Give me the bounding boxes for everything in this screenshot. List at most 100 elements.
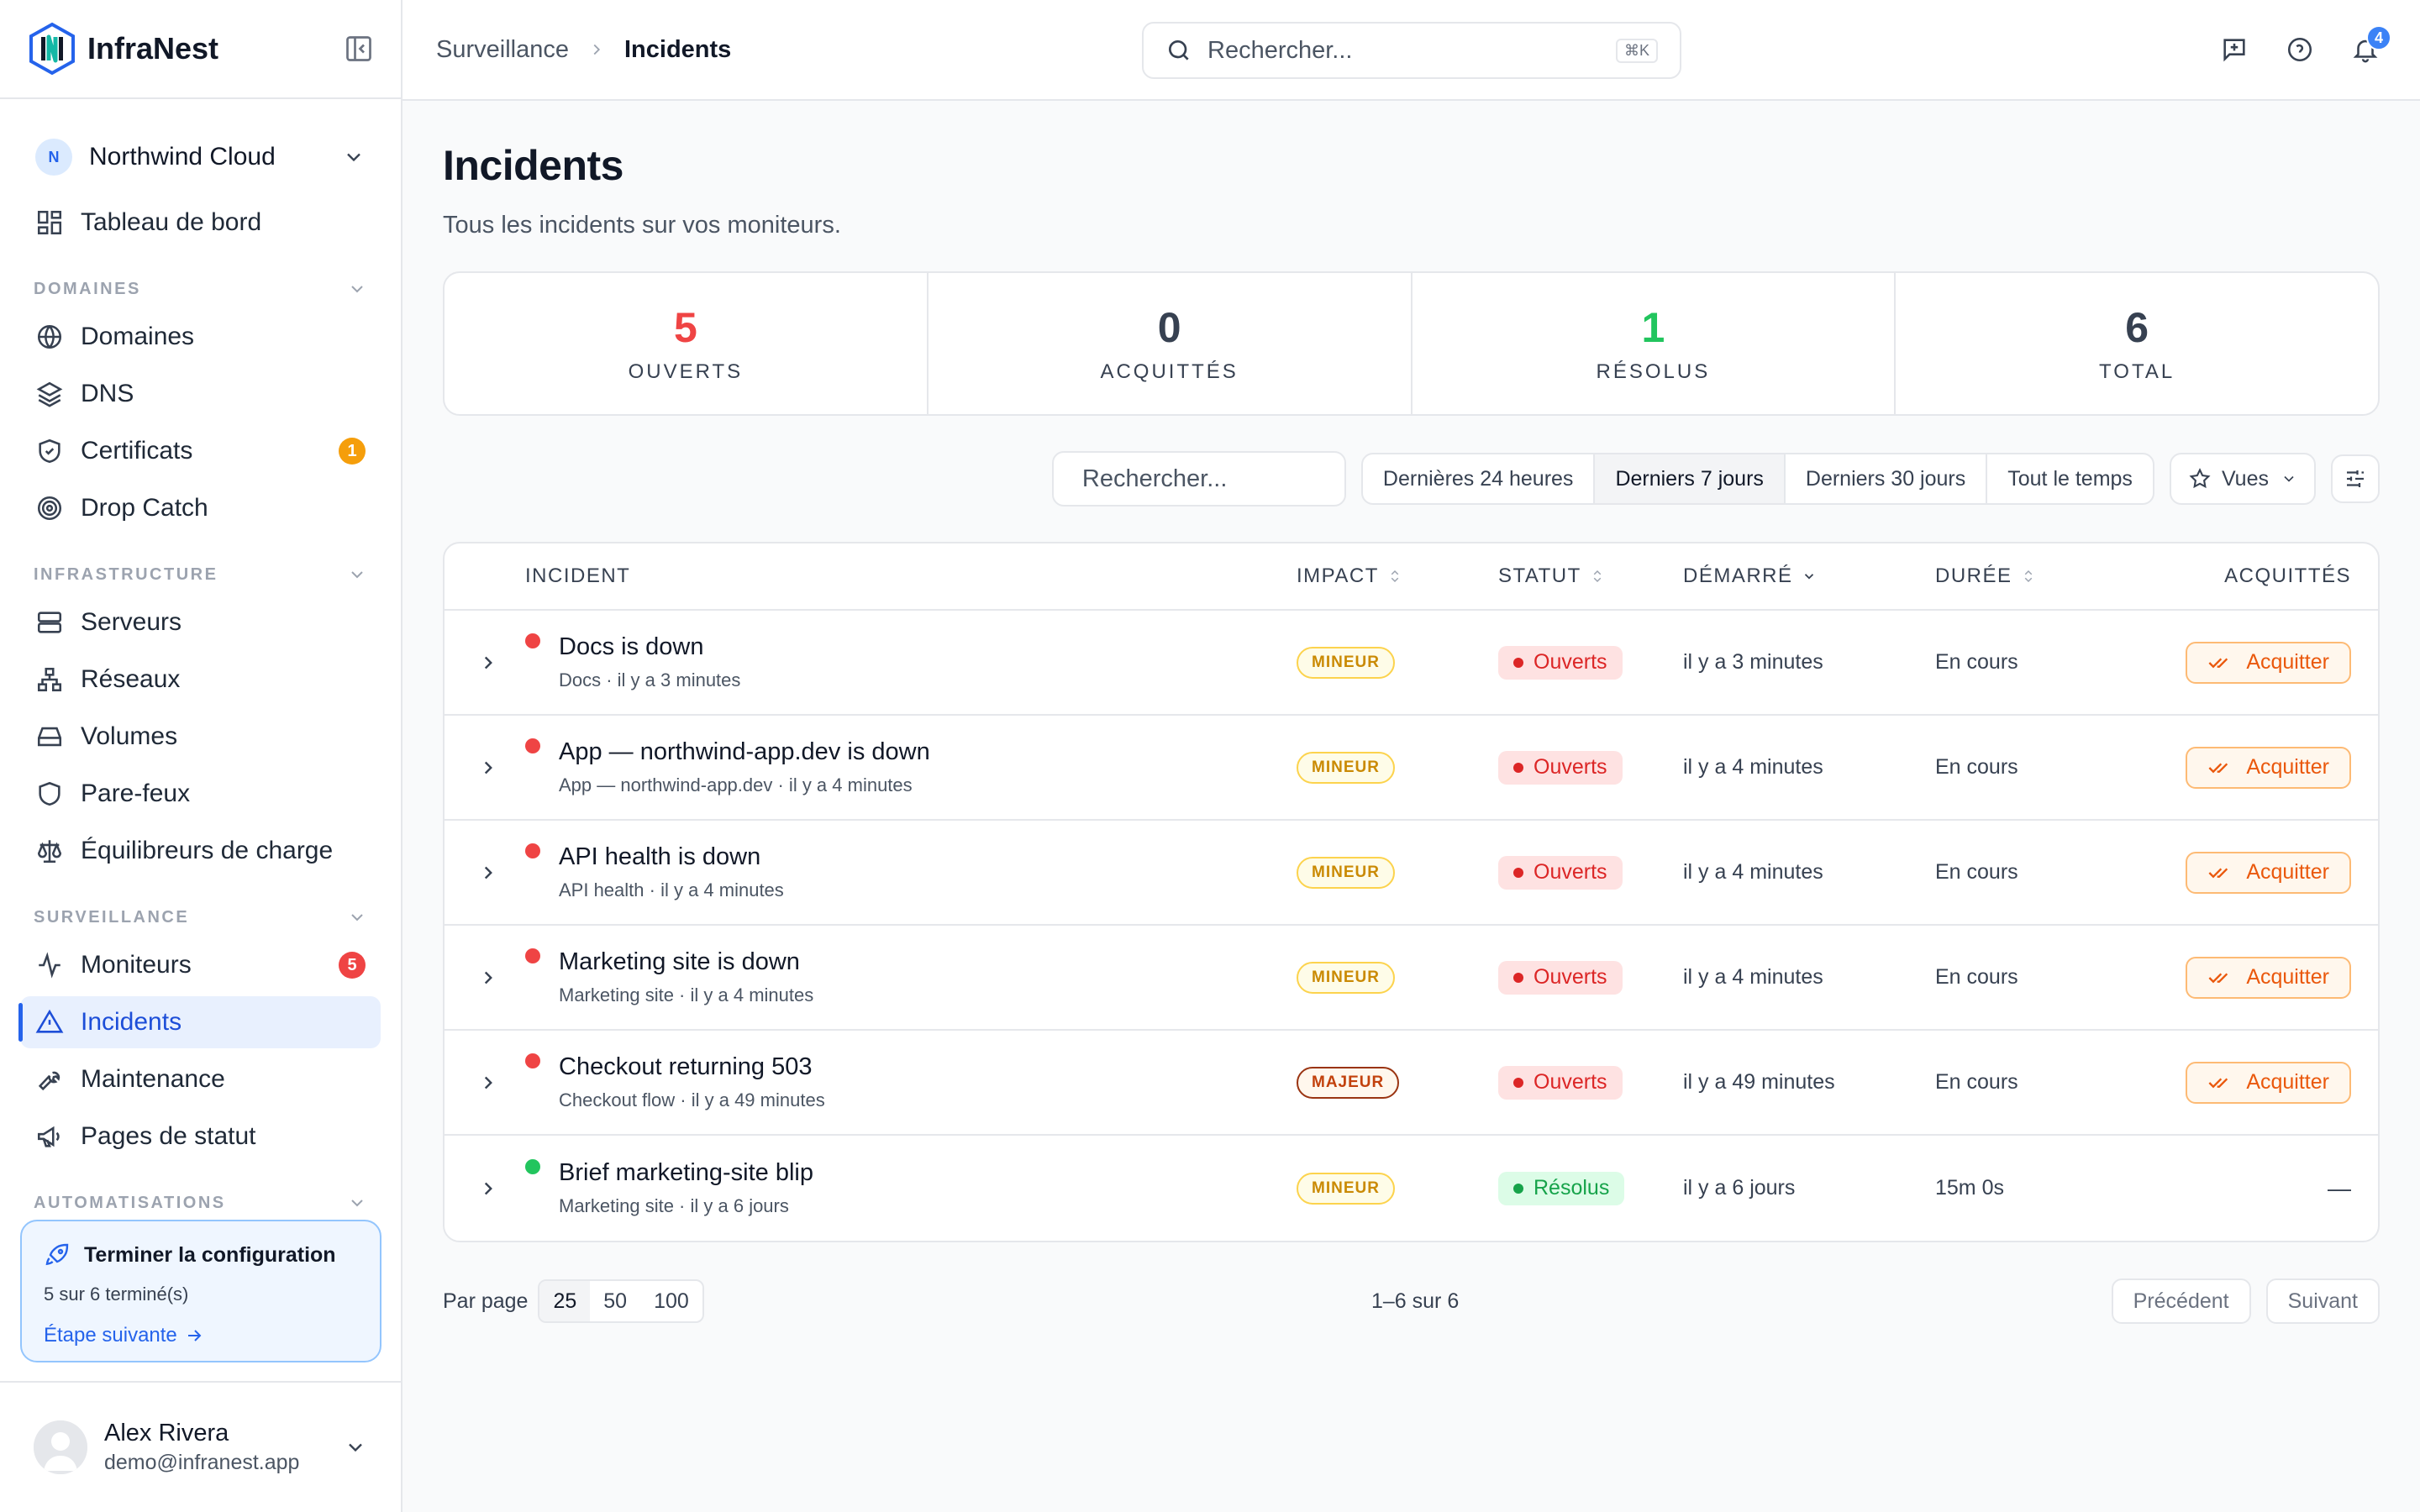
section-infrastructure[interactable]: INFRASTRUCTURE: [20, 539, 381, 596]
sidebar-item-servers[interactable]: Serveurs: [20, 596, 381, 648]
setup-title-text: Terminer la configuration: [84, 1242, 336, 1267]
target-icon: [37, 496, 62, 521]
search-icon: [1169, 40, 1189, 60]
previous-button[interactable]: Précédent: [2111, 1278, 2251, 1324]
topbar: Surveillance Incidents ⌘K 4: [402, 0, 2420, 101]
duration-cell: En cours: [1935, 1070, 2018, 1094]
table-row[interactable]: Marketing site is down Marketing site · …: [445, 926, 2378, 1031]
sidebar-item-maintenance[interactable]: Maintenance: [20, 1053, 381, 1105]
per-page-25[interactable]: 25: [539, 1281, 591, 1321]
stat-label: ACQUITTÉS: [1100, 360, 1239, 383]
collapse-sidebar-icon[interactable]: [344, 34, 374, 64]
expand-button[interactable]: [445, 1072, 525, 1094]
sidebar-item-dns[interactable]: DNS: [20, 368, 381, 420]
expand-button[interactable]: [445, 757, 525, 779]
page-title: Incidents: [443, 142, 623, 189]
sidebar-item-domains[interactable]: Domaines: [20, 311, 381, 363]
breadcrumb-parent[interactable]: Surveillance: [436, 35, 569, 63]
incident-title[interactable]: API health is down: [559, 843, 761, 870]
status-badge: Résolus: [1498, 1171, 1625, 1205]
monitors-badge: 5: [339, 952, 366, 979]
chevron-down-icon: [351, 914, 363, 921]
per-page-100[interactable]: 100: [654, 1289, 689, 1313]
col-started[interactable]: DÉMARRÉ: [1683, 564, 1935, 588]
infranest-logo-icon[interactable]: [27, 22, 77, 76]
expand-button[interactable]: [445, 862, 525, 884]
incident-subtitle: Marketing site · il y a 4 minutes: [559, 984, 814, 1005]
acknowledge-button[interactable]: Acquitter: [2186, 956, 2351, 999]
sidebar-item-statuspages[interactable]: Pages de statut: [20, 1110, 381, 1163]
range-7d[interactable]: Derniers 7 jours: [1595, 454, 1786, 503]
incidents-table: INCIDENT IMPACT STATUT DÉMARRÉ DURÉE ACQ…: [443, 542, 2380, 1242]
user-info: Alex Rivera demo@infranest.app: [104, 1420, 299, 1475]
acknowledge-button[interactable]: Acquitter: [2186, 1061, 2351, 1104]
status-badge: Ouverts: [1498, 1065, 1623, 1100]
notifications-button[interactable]: 4: [2351, 25, 2391, 64]
incident-cell: Marketing site is down Marketing site · …: [525, 948, 1297, 1006]
incident-title[interactable]: Docs is down: [559, 633, 704, 660]
dashboard-icon: [37, 210, 62, 235]
sidebar-item-certificates[interactable]: Certificats 1: [20, 425, 381, 477]
incident-title[interactable]: Brief marketing-site blip: [559, 1159, 813, 1186]
per-page-50[interactable]: 50: [603, 1289, 628, 1313]
range-24h[interactable]: Dernières 24 heures: [1363, 454, 1596, 503]
incident-search-input[interactable]: [1081, 465, 1399, 493]
incident-title[interactable]: Marketing site is down: [559, 948, 800, 975]
sidebar-item-dropcatch[interactable]: Drop Catch: [20, 482, 381, 534]
acknowledge-button[interactable]: Acquitter: [2186, 746, 2351, 789]
column-settings-button[interactable]: [2331, 454, 2380, 503]
status-dot: [525, 1053, 540, 1068]
section-domains[interactable]: DOMAINES: [20, 254, 381, 311]
user-name: Alex Rivera: [104, 1420, 229, 1446]
table-row[interactable]: Brief marketing-site blip Marketing site…: [445, 1136, 2378, 1241]
table-row[interactable]: Checkout returning 503 Checkout flow · i…: [445, 1031, 2378, 1136]
col-duration[interactable]: DURÉE: [1935, 564, 2137, 588]
incident-title[interactable]: App — northwind-app.dev is down: [559, 738, 930, 765]
sort-desc-icon: [1804, 574, 1813, 580]
status-dot: [525, 633, 540, 648]
sidebar-item-loadbalancers[interactable]: Équilibreurs de charge: [20, 825, 381, 877]
started-cell: il y a 49 minutes: [1683, 1070, 1835, 1094]
global-search[interactable]: ⌘K: [1142, 22, 1681, 79]
views-dropdown[interactable]: Vues: [2169, 453, 2316, 505]
incident-search[interactable]: [1051, 451, 1399, 507]
acknowledge-button[interactable]: Acquitter: [2186, 641, 2351, 684]
feedback-icon[interactable]: [2220, 35, 2249, 64]
help-icon[interactable]: [2286, 35, 2314, 64]
incident-title[interactable]: Checkout returning 503: [559, 1053, 813, 1080]
status-badge: Ouverts: [1498, 960, 1623, 995]
table-row[interactable]: App — northwind-app.dev is down App — no…: [445, 716, 2378, 821]
incident-cell: App — northwind-app.dev is down App — no…: [525, 738, 1297, 796]
breadcrumb-current: Incidents: [623, 35, 732, 63]
section-automation[interactable]: AUTOMATISATIONS: [20, 1168, 381, 1225]
sidebar-item-networks[interactable]: Réseaux: [20, 654, 381, 706]
next-button[interactable]: Suivant: [2265, 1278, 2380, 1324]
user-menu[interactable]: Alex Rivera demo@infranest.app: [0, 1381, 401, 1512]
range-30d[interactable]: Derniers 30 jours: [1786, 454, 1988, 503]
sidebar-item-incidents[interactable]: Incidents: [18, 996, 381, 1048]
sidebar-item-dashboard[interactable]: Tableau de bord: [20, 197, 381, 249]
acknowledge-label: Acquitter: [2246, 965, 2329, 989]
expand-button[interactable]: [445, 1178, 525, 1200]
table-row[interactable]: Docs is down Docs · il y a 3 minutes MIN…: [445, 611, 2378, 716]
stat-label: RÉSOLUS: [1596, 360, 1711, 383]
col-impact[interactable]: IMPACT: [1297, 564, 1498, 588]
stat-value: 0: [1157, 304, 1181, 351]
table-header: INCIDENT IMPACT STATUT DÉMARRÉ DURÉE ACQ…: [445, 543, 2378, 611]
range-all[interactable]: Tout le temps: [2007, 466, 2133, 491]
org-switcher[interactable]: N Northwind Cloud: [0, 118, 401, 197]
setup-next-link[interactable]: Étape suivante: [44, 1324, 358, 1347]
section-monitoring[interactable]: SURVEILLANCE: [20, 882, 381, 939]
incident-cell: API health is down API health · il y a 4…: [525, 843, 1297, 901]
expand-button[interactable]: [445, 652, 525, 674]
sidebar-item-monitors[interactable]: Moniteurs 5: [20, 939, 381, 991]
sidebar-item-firewalls[interactable]: Pare-feux: [20, 768, 381, 820]
col-status[interactable]: STATUT: [1498, 564, 1683, 588]
acknowledge-button[interactable]: Acquitter: [2186, 851, 2351, 894]
table-row[interactable]: API health is down API health · il y a 4…: [445, 821, 2378, 926]
sidebar-item-volumes[interactable]: Volumes: [20, 711, 381, 763]
expand-button[interactable]: [445, 967, 525, 989]
chevron-right-icon: [484, 761, 492, 774]
incident-subtitle: Checkout flow · il y a 49 minutes: [559, 1089, 825, 1110]
search-input[interactable]: [1207, 36, 1616, 65]
